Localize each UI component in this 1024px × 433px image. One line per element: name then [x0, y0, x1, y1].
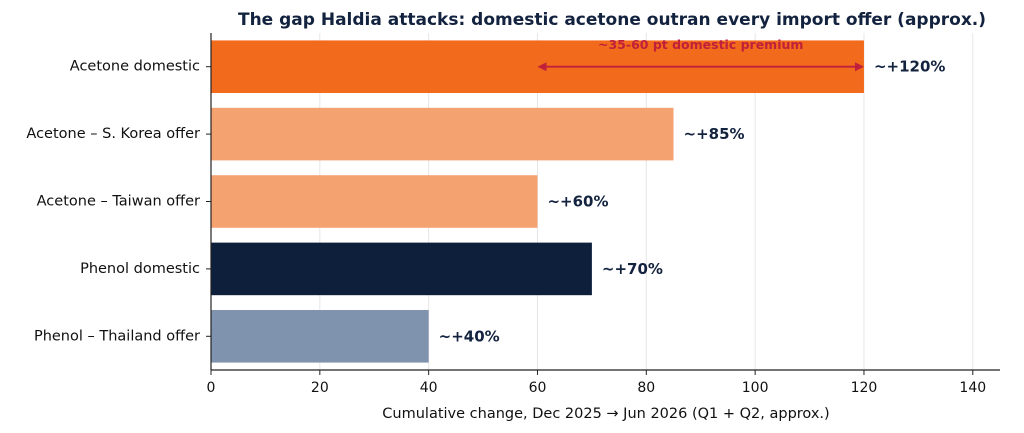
- bar: [211, 175, 538, 228]
- bar: [211, 242, 592, 296]
- x-axis-label: Cumulative change, Dec 2025 → Jun 2026 (…: [382, 406, 829, 422]
- x-tick-label: 40: [420, 380, 438, 396]
- category-label: Phenol domestic: [80, 261, 200, 277]
- x-tick-label: 80: [637, 380, 655, 396]
- x-tick-label: 140: [959, 380, 986, 396]
- bar: [211, 107, 674, 161]
- value-label: ~+60%: [547, 193, 608, 211]
- value-label: ~+40%: [439, 327, 500, 345]
- annotation-layer: ~35-60 pt domestic premium: [537, 37, 864, 72]
- axes-layer: Acetone domestic Acetone – S. Korea offer…: [26, 33, 1000, 396]
- x-tick-label: 100: [742, 380, 769, 396]
- category-label: Phenol – Thailand offer: [34, 328, 200, 344]
- chart-title: The gap Haldia attacks: domestic acetone…: [238, 10, 986, 30]
- value-label: ~+120%: [874, 58, 945, 76]
- annotation-arrowhead-right: [854, 62, 864, 72]
- x-tick-label: 0: [207, 380, 216, 396]
- bars-layer: ~+120% ~+85% ~+60% ~+70% ~+40%: [211, 40, 945, 363]
- annotation-arrowhead-left: [537, 62, 547, 72]
- category-label: Acetone – S. Korea offer: [26, 126, 200, 142]
- value-label: ~+70%: [602, 260, 663, 278]
- x-tick-label: 20: [311, 380, 329, 396]
- category-label: Acetone – Taiwan offer: [37, 194, 200, 210]
- x-tick-label: 60: [529, 380, 547, 396]
- value-label: ~+85%: [684, 125, 745, 143]
- category-label: Acetone domestic: [70, 59, 200, 75]
- bar: [211, 310, 429, 363]
- x-tick-label: 120: [851, 380, 878, 396]
- annotation-text: ~35-60 pt domestic premium: [598, 37, 803, 52]
